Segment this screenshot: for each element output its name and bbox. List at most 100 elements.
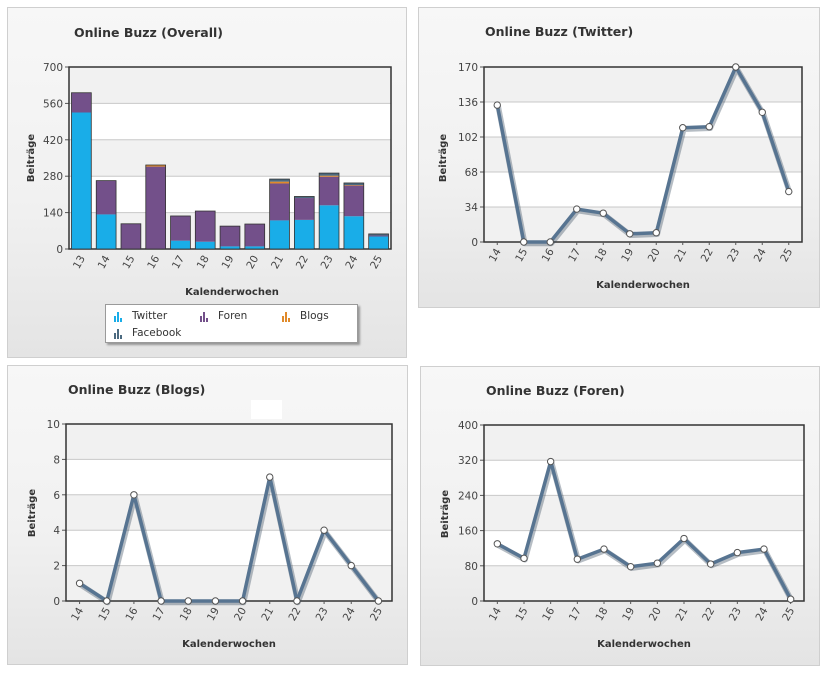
data-point-20 [652,229,660,237]
x-axis-title: Kalenderwochen [596,280,690,291]
x-tick-label: 25 [368,606,385,624]
data-point-22 [293,597,301,605]
bar-outline-23 [318,172,340,250]
plot-border [483,66,803,243]
x-tick-label: 18 [178,606,195,624]
y-axis-title: Beiträge [26,134,37,182]
y-tick-label: 2 [53,561,60,573]
x-tick-label: 14 [96,253,113,271]
blogs-chart-panel: Online Buzz (Blogs) 0 2 4 6 8 10 Kalenderwochen… [7,365,408,665]
grid-band [66,565,392,601]
bar-facebook-24 [343,182,364,186]
data-point-24 [760,545,768,553]
data-point-17 [573,205,581,213]
legend-label: Foren [218,310,248,322]
overall-chart-panel: Online Buzz (Overall) 0 140 280 420 560 700 Kal… [7,7,407,358]
bar-blogs-24 [343,185,364,186]
chart-title: Online Buzz (Overall) [74,25,223,40]
y-tick-label: 0 [56,244,63,256]
data-point-16 [546,238,554,246]
bar-outline-25 [368,233,389,250]
foren-chart-panel: Online Buzz (Foren) 0 80 160 240 320 400 Kalend… [420,366,820,666]
x-tick-label: 22 [294,254,311,272]
grid-band [484,67,802,102]
bar-chart-icon [200,312,210,322]
y-tick-label: 170 [458,62,478,74]
grid-band [484,207,802,242]
bar-outline-17 [170,215,191,250]
bar-foren-24 [343,185,364,217]
data-point-23 [732,63,740,71]
bar-twitter-19 [220,246,240,249]
bar-outline-24 [343,182,365,250]
y-tick-label: 68 [465,167,478,179]
x-tick-label: 19 [619,247,636,265]
bar-facebook-21 [269,179,290,182]
bar-foren-22 [294,198,315,220]
series-line [496,459,793,601]
data-point-25 [786,595,795,603]
x-tick-label: 22 [700,606,717,624]
bar-blogs-16 [145,165,166,167]
bar-foren-21 [269,183,290,221]
x-tick-label: 17 [566,247,583,265]
x-tick-label: 13 [71,254,88,272]
chart-legend: Twitter Foren Blogs Facebook [105,304,358,343]
chart-title: Online Buzz (Twitter) [485,24,633,39]
chart-title: Online Buzz (Foren) [486,383,625,398]
x-tick-label: 17 [170,254,187,272]
legend-label: Twitter [132,310,168,322]
x-tick-label: 15 [513,247,530,265]
x-axis-title: Kalenderwochen [597,639,691,650]
x-tick-label: 19 [205,606,222,624]
y-tick-label: 10 [47,419,60,431]
x-tick-label: 19 [620,606,637,624]
blank-box [251,400,282,419]
data-point-17 [573,555,582,563]
series-line [495,65,791,244]
bar-blogs-23 [319,175,339,177]
data-point-14 [493,101,501,109]
bar-twitter-22 [294,219,315,249]
x-tick-label: 20 [244,254,261,272]
x-tick-label: 20 [647,606,664,624]
data-point-21 [266,473,274,481]
overall-bar-chart: Online Buzz (Overall) 0 140 280 420 560 700 Kal… [26,25,392,298]
x-tick-label: 21 [259,606,276,624]
bar-foren-25 [368,235,389,237]
data-point-15 [520,238,528,246]
x-tick-label: 19 [220,254,237,272]
data-point-15 [520,554,528,563]
x-tick-label: 15 [514,606,531,624]
data-point-22 [706,560,715,568]
data-point-21 [679,124,687,132]
x-axis-title: Kalenderwochen [182,639,276,650]
x-tick-label: 16 [540,246,557,264]
data-point-14 [75,579,84,588]
y-axis-title: Beiträge [438,134,449,182]
y-tick-label: 140 [43,208,63,220]
y-tick-label: 280 [43,171,63,183]
data-point-25 [374,597,383,605]
data-point-18 [184,597,192,605]
x-tick-label: 21 [269,254,286,272]
y-tick-label: 80 [465,561,478,573]
legend-label: Facebook [132,327,182,339]
grid-band [69,67,391,104]
bar-twitter-18 [195,241,216,249]
x-tick-label: 22 [286,606,303,624]
data-point-23 [320,526,328,534]
bar-twitter-14 [96,214,117,249]
y-tick-label: 420 [43,135,63,147]
data-point-24 [347,561,355,570]
bar-twitter-24 [343,216,364,249]
data-point-21 [680,534,688,543]
bar-foren-14 [96,180,117,215]
bar-twitter-21 [269,220,290,249]
bar-foren-16 [145,166,166,249]
x-tick-label: 18 [195,254,212,272]
x-tick-label: 20 [646,247,663,265]
bar-twitter-13 [71,112,92,249]
x-tick-label: 16 [123,605,140,623]
bar-blogs-21 [269,181,290,184]
